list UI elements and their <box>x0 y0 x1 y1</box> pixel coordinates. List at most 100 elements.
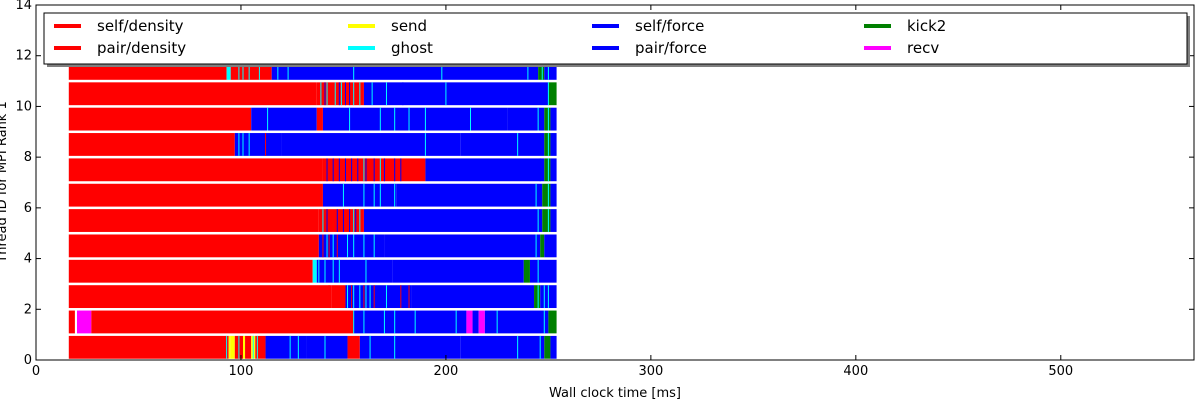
task-bar <box>91 310 354 334</box>
task-bar <box>234 133 282 156</box>
task-bar <box>523 259 530 283</box>
task-bar <box>306 335 348 359</box>
task-bar <box>226 56 231 80</box>
task-bar <box>460 335 545 359</box>
task-bar <box>550 133 557 156</box>
task-bar <box>507 107 545 131</box>
y-tick-label: 8 <box>24 150 32 165</box>
legend-label: pair/density <box>97 39 186 57</box>
task-bar <box>68 234 319 258</box>
task-bar <box>384 234 541 258</box>
task-bar <box>68 335 229 359</box>
task-bar <box>484 310 549 334</box>
task-bar <box>466 310 473 334</box>
x-tick-label: 300 <box>638 364 663 379</box>
legend-label: send <box>391 17 427 35</box>
task-bar <box>538 56 545 80</box>
y-tick-label: 2 <box>24 302 32 317</box>
task-bar <box>281 133 461 156</box>
task-bar <box>425 158 545 182</box>
y-tick-label: 0 <box>24 353 32 368</box>
y-axis-title: Thread ID for MPI Rank 1 <box>0 101 10 263</box>
task-bar <box>445 82 549 106</box>
task-bar <box>68 82 317 106</box>
task-bar <box>228 335 231 359</box>
y-tick-label: 14 <box>15 0 32 13</box>
task-bar <box>363 82 446 106</box>
task-bar <box>544 335 551 359</box>
task-bar <box>460 133 545 156</box>
task-bar <box>76 310 92 334</box>
task-bar <box>68 209 319 232</box>
task-bar <box>230 335 235 359</box>
task-bar <box>312 259 317 283</box>
task-bar <box>550 183 557 207</box>
legend-label: pair/force <box>635 39 707 57</box>
task-bar <box>534 285 541 309</box>
x-tick-label: 500 <box>1048 364 1073 379</box>
plot-frame <box>35 4 1195 361</box>
x-axis-title: Wall clock time [ms] <box>549 386 681 400</box>
task-bar <box>331 285 346 309</box>
task-bar <box>68 285 332 309</box>
legend-label: kick2 <box>907 17 946 35</box>
legend-label: self/force <box>635 17 704 35</box>
task-bar <box>415 310 467 334</box>
task-bar <box>478 310 485 334</box>
x-axis-ticks: 0 100 200 300 400 500 <box>32 5 1073 379</box>
task-bar <box>318 234 385 258</box>
thread-bars <box>68 56 557 359</box>
task-bar <box>322 107 508 131</box>
task-bar <box>544 158 551 182</box>
task-bar <box>363 209 543 232</box>
legend-label: ghost <box>391 39 433 57</box>
x-tick-label: 100 <box>229 364 254 379</box>
x-tick-label: 0 <box>32 364 40 379</box>
task-bar <box>345 285 412 309</box>
task-bar <box>265 335 307 359</box>
task-bar <box>255 335 266 359</box>
task-bar <box>548 82 557 106</box>
task-bar <box>542 183 551 207</box>
task-bar <box>550 158 557 182</box>
y-tick-label: 6 <box>24 201 32 216</box>
x-tick-label: 400 <box>843 364 868 379</box>
y-tick-label: 12 <box>15 49 32 64</box>
task-bar <box>68 133 235 156</box>
task-bar <box>550 335 557 359</box>
task-bar <box>542 209 551 232</box>
task-bar <box>544 234 557 258</box>
task-bar <box>550 107 557 131</box>
task-bar <box>68 259 313 283</box>
y-tick-label: 10 <box>15 99 32 114</box>
y-axis-ticks: 0 2 4 6 8 10 12 14 <box>15 0 1194 368</box>
task-bar <box>251 107 317 131</box>
y-tick-label: 4 <box>24 252 32 267</box>
task-bar <box>68 158 323 182</box>
task-bar <box>318 209 364 232</box>
x-tick-label: 200 <box>433 364 458 379</box>
legend-box <box>43 12 1188 65</box>
task-bar <box>243 335 246 359</box>
task-bar <box>245 335 252 359</box>
task-bar <box>411 285 535 309</box>
task-bar <box>472 310 479 334</box>
legend-label: recv <box>907 39 939 57</box>
task-bar <box>68 183 323 207</box>
task-bar <box>316 107 323 131</box>
task-bar <box>396 183 543 207</box>
task-bar <box>544 107 551 131</box>
task-bar <box>68 310 75 334</box>
task-bar <box>544 133 551 156</box>
legend-items: self/density pair/density send ghost self/fo… <box>54 17 946 57</box>
task-bar <box>392 259 524 283</box>
task-bar <box>359 335 461 359</box>
task-bar <box>548 310 557 334</box>
task-bar <box>540 234 545 258</box>
legend-label: self/density <box>97 17 184 35</box>
task-bar <box>322 183 397 207</box>
task-bar <box>74 310 77 334</box>
chart-legend: self/density pair/density send ghost self/fo… <box>43 12 1190 67</box>
task-bar <box>316 82 364 106</box>
